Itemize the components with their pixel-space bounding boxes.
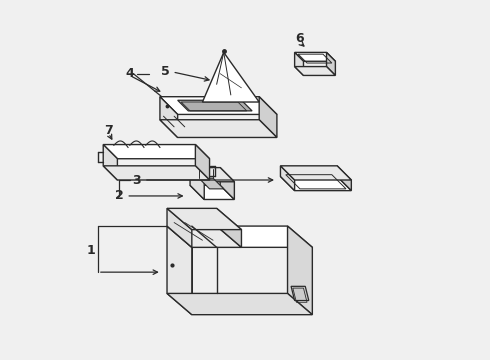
- Polygon shape: [190, 168, 204, 199]
- Polygon shape: [326, 53, 335, 76]
- Polygon shape: [103, 145, 118, 180]
- Text: 7: 7: [104, 124, 113, 137]
- Polygon shape: [160, 97, 277, 114]
- Polygon shape: [103, 145, 210, 159]
- Polygon shape: [167, 208, 192, 247]
- Polygon shape: [167, 293, 312, 315]
- Polygon shape: [202, 53, 259, 102]
- Polygon shape: [167, 208, 242, 230]
- Polygon shape: [160, 97, 178, 138]
- Text: 2: 2: [115, 189, 123, 202]
- Polygon shape: [220, 168, 234, 199]
- Polygon shape: [190, 168, 234, 182]
- Polygon shape: [280, 166, 351, 180]
- Polygon shape: [217, 208, 242, 247]
- Polygon shape: [291, 286, 309, 301]
- Polygon shape: [190, 185, 234, 199]
- Text: 4: 4: [125, 67, 134, 80]
- Polygon shape: [259, 97, 277, 138]
- Polygon shape: [196, 145, 210, 180]
- Text: 3: 3: [133, 174, 141, 186]
- Polygon shape: [167, 226, 192, 315]
- Text: 5: 5: [161, 66, 170, 78]
- Polygon shape: [167, 226, 312, 247]
- Polygon shape: [280, 166, 294, 191]
- Text: 1: 1: [86, 244, 95, 257]
- Polygon shape: [294, 53, 335, 61]
- Polygon shape: [103, 166, 210, 180]
- Text: 6: 6: [295, 32, 304, 45]
- Polygon shape: [178, 100, 252, 111]
- Polygon shape: [288, 226, 312, 315]
- Polygon shape: [294, 53, 303, 76]
- Polygon shape: [280, 176, 351, 191]
- Polygon shape: [337, 166, 351, 191]
- Polygon shape: [167, 226, 242, 247]
- Polygon shape: [160, 120, 277, 138]
- Polygon shape: [199, 178, 224, 189]
- Polygon shape: [294, 67, 335, 76]
